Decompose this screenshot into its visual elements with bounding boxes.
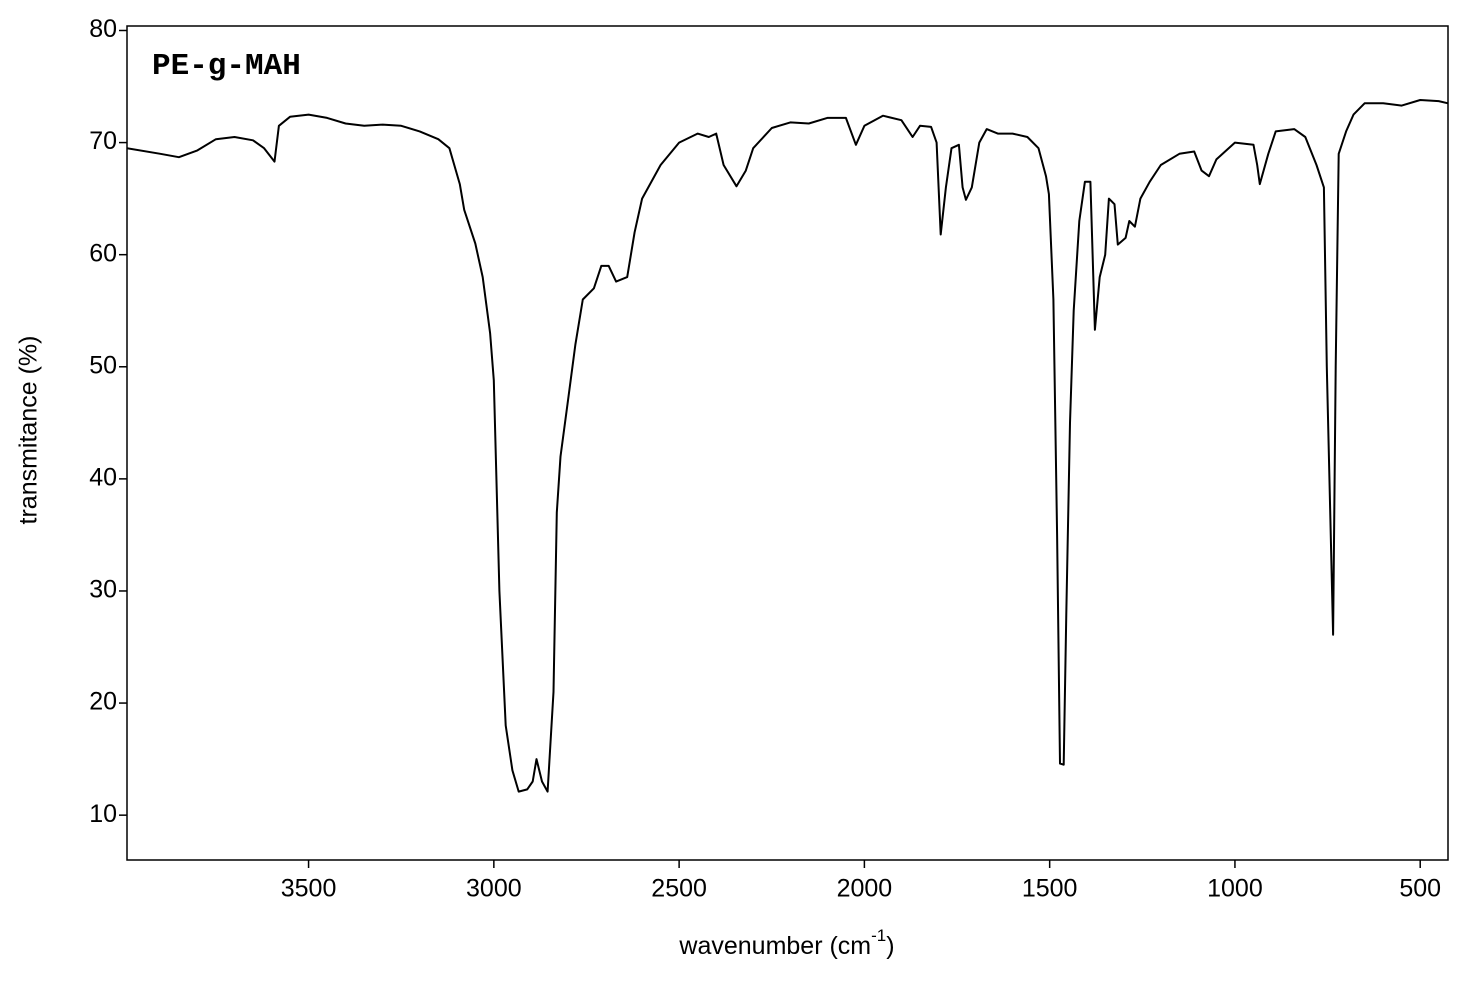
x-label-sup: -1 bbox=[871, 926, 886, 945]
y-tick-label: 30 bbox=[89, 576, 117, 604]
spectrum-line bbox=[126, 99, 1449, 793]
y-tick-label: 10 bbox=[89, 800, 117, 828]
y-tick-label: 50 bbox=[89, 351, 117, 379]
plot-frame bbox=[126, 25, 1449, 861]
y-tick-label: 20 bbox=[89, 688, 117, 716]
x-label-main: wavenumber (cm bbox=[678, 932, 871, 960]
x-tick-label: 1500 bbox=[1022, 875, 1078, 903]
x-label-end: ) bbox=[886, 932, 894, 960]
x-tick-label: 500 bbox=[1399, 875, 1441, 903]
y-tick-label: 60 bbox=[89, 239, 117, 267]
x-tick-label: 3000 bbox=[466, 875, 522, 903]
x-tick-label: 2000 bbox=[837, 875, 893, 903]
x-tick-label: 1000 bbox=[1207, 875, 1263, 903]
x-tick-label: 2500 bbox=[651, 875, 707, 903]
y-tick-label: 80 bbox=[89, 15, 117, 43]
y-axis-label: transmitance (%) bbox=[15, 336, 43, 525]
x-axis-label: wavenumber (cm-1) bbox=[678, 926, 894, 959]
y-tick-label: 40 bbox=[89, 463, 117, 491]
chart-title: PE-g-MAH bbox=[152, 49, 301, 84]
y-tick-label: 70 bbox=[89, 127, 117, 155]
x-tick-label: 3500 bbox=[281, 875, 337, 903]
